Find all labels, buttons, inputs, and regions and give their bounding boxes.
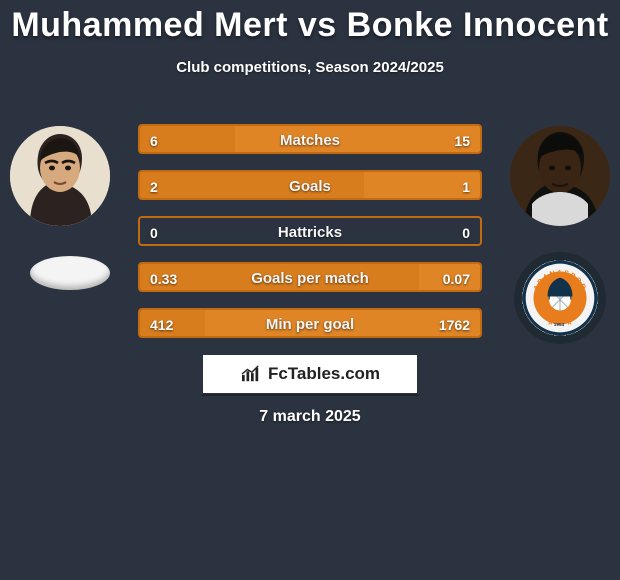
avatar-placeholder-icon	[10, 126, 110, 226]
club-badge-right: ADANASPOR A A 1954	[514, 252, 606, 344]
svg-text:1954: 1954	[554, 322, 565, 327]
stat-fill-right	[364, 172, 480, 198]
brand-label: FcTables.com	[268, 364, 380, 384]
svg-text:A: A	[548, 321, 552, 327]
stat-fill-left	[140, 126, 235, 152]
stat-fill-left	[140, 310, 205, 336]
stat-fill-right	[419, 264, 480, 290]
club-crest-icon: ADANASPOR A A 1954	[521, 259, 599, 337]
subtitle: Club competitions, Season 2024/2025	[0, 59, 620, 76]
stat-row: Matches615	[138, 124, 482, 154]
stat-value-left: 0	[150, 218, 158, 244]
stat-row: Hattricks0 0	[138, 216, 482, 246]
stat-value-right: 0	[462, 218, 470, 244]
stat-row: Goals21	[138, 170, 482, 200]
comparison-card: Muhammed Mert vs Bonke Innocent Club com…	[0, 0, 620, 580]
stat-fill-right	[205, 310, 480, 336]
club-badge-left	[30, 256, 110, 290]
stat-row: Min per goal4121762	[138, 308, 482, 338]
brand-badge: FcTables.com	[202, 354, 418, 394]
stat-fill-left	[140, 172, 364, 198]
stat-fill-left	[140, 264, 419, 290]
stats-table: Matches615 Goals21 Hattricks0 0 Goals per ma…	[138, 124, 482, 354]
page-title: Muhammed Mert vs Bonke Innocent	[0, 0, 620, 45]
player-right-avatar	[510, 126, 610, 226]
stat-row: Goals per match0.330.07	[138, 262, 482, 292]
date-label: 7 march 2025	[0, 408, 620, 426]
bar-chart-icon	[240, 365, 262, 383]
stat-fill-right	[235, 126, 480, 152]
stat-label: Hattricks	[140, 218, 480, 244]
avatar-placeholder-icon	[510, 126, 610, 226]
svg-text:A: A	[568, 321, 572, 327]
player-left-avatar	[10, 126, 110, 226]
